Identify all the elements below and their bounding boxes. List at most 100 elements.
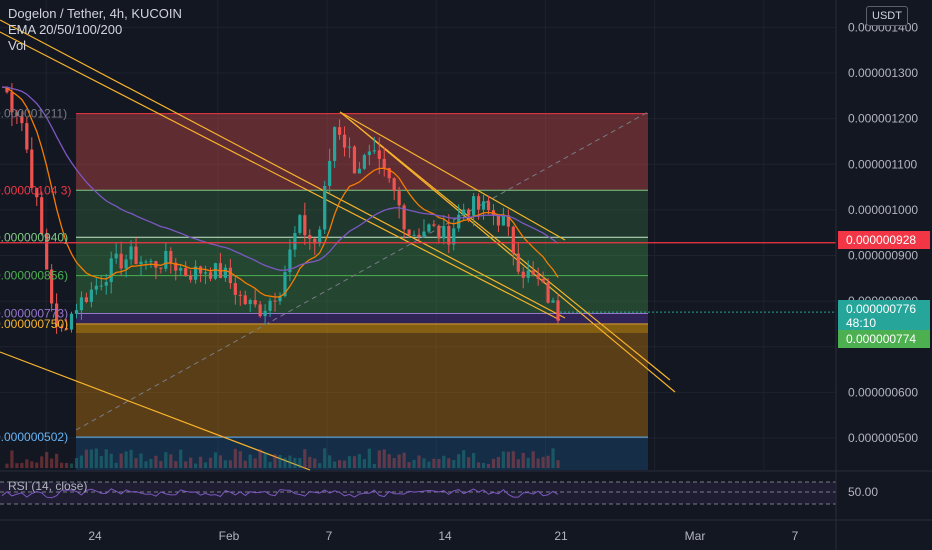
- chart-title: Dogelon / Tether, 4h, KUCOIN: [8, 6, 182, 21]
- price-tick-label: 0.000000600: [848, 385, 918, 399]
- candle-body: [179, 267, 183, 271]
- ema-line: [1, 86, 559, 271]
- time-tick-label: Mar: [685, 529, 706, 543]
- candle-body: [313, 238, 317, 244]
- candle-body: [74, 310, 79, 314]
- candle-body: [223, 267, 227, 278]
- volume-bar: [55, 453, 59, 468]
- volume-bar: [203, 462, 208, 468]
- candle-body: [397, 191, 401, 206]
- fib-retracement: [75, 111, 649, 470]
- candle-body: [486, 201, 491, 211]
- candle-body: [55, 303, 59, 327]
- volume-bar: [184, 461, 188, 468]
- candle-body: [546, 282, 550, 303]
- volume-bar: [476, 462, 481, 468]
- candle-body: [392, 178, 396, 192]
- volume-bar: [457, 454, 461, 468]
- candle-body: [551, 300, 555, 303]
- volume-bar: [159, 461, 163, 468]
- volume-bar: [392, 458, 396, 468]
- time-tick-label: 7: [326, 529, 333, 543]
- candle-body: [198, 266, 203, 274]
- time-tick-label: 14: [438, 529, 452, 543]
- candle-body: [35, 188, 39, 198]
- candle-body: [556, 300, 560, 321]
- volume-bar: [337, 460, 342, 468]
- fib-level-label: 0.000000940): [0, 230, 68, 244]
- volume-bar: [268, 461, 272, 468]
- volume-bar: [114, 462, 118, 468]
- volume-bar: [402, 452, 406, 468]
- volume-bar: [556, 460, 560, 468]
- candle-body: [328, 160, 332, 186]
- volume-bar: [124, 451, 128, 468]
- rsi-band: [0, 482, 836, 504]
- candle-body: [10, 92, 14, 113]
- volume-bar: [496, 456, 501, 468]
- countdown-tag: 48:10: [838, 314, 930, 332]
- volume-bar: [422, 458, 426, 468]
- candle-body: [442, 225, 446, 239]
- candle-body: [213, 263, 218, 279]
- candle-body: [109, 258, 113, 283]
- candle-body: [467, 209, 471, 216]
- volume-bar: [432, 458, 436, 468]
- volume-bar: [516, 459, 520, 468]
- candle-body: [472, 196, 476, 216]
- candle-body: [347, 146, 352, 148]
- line-price-tag: 0.000000928: [838, 231, 930, 249]
- volume-bar: [263, 452, 267, 468]
- currency-badge[interactable]: USDT: [866, 6, 908, 26]
- volume-bar: [144, 461, 148, 468]
- volume-bar: [59, 462, 64, 468]
- volume-bar: [352, 456, 357, 468]
- volume-label[interactable]: Vol: [8, 38, 27, 53]
- time-tick-label: 24: [88, 529, 102, 543]
- ema-line: [1, 86, 559, 298]
- candle-body: [174, 262, 178, 271]
- volume-bar: [298, 457, 302, 468]
- ema-indicator-label[interactable]: EMA 20/50/100/200: [8, 22, 123, 37]
- candle-body: [422, 231, 426, 237]
- candle-body: [258, 304, 262, 317]
- volume-bar: [45, 451, 49, 468]
- volume-bar: [412, 459, 416, 468]
- fib-zone: [76, 190, 648, 238]
- candle-body: [164, 250, 168, 269]
- candle-body: [323, 185, 327, 230]
- volume-bar: [536, 458, 540, 468]
- candle-body: [45, 234, 49, 270]
- rsi-line: [1, 488, 559, 499]
- candle-body: [253, 300, 257, 305]
- volume-bar: [333, 461, 337, 468]
- volume-bar: [372, 463, 376, 468]
- time-tick-label: 7: [792, 529, 799, 543]
- fib-zone: [76, 313, 648, 324]
- volume-bar: [169, 454, 173, 468]
- volume-bar: [452, 459, 456, 468]
- volume-bar: [149, 458, 153, 468]
- trend-line: [349, 119, 676, 393]
- candle-body: [427, 224, 431, 232]
- volume-bar: [139, 453, 143, 468]
- volume-bar: [253, 458, 257, 468]
- candle-body: [104, 282, 108, 286]
- volume-bar: [377, 450, 381, 468]
- candle-body: [238, 294, 242, 296]
- volume-bar: [50, 458, 54, 468]
- candle-body: [248, 300, 252, 305]
- candle-body: [303, 215, 307, 236]
- candle-body: [333, 127, 337, 161]
- price-tick-label: 0.000000900: [848, 249, 918, 263]
- volume-bar: [258, 449, 262, 468]
- trend-line: [0, 19, 566, 319]
- volume-bar: [228, 460, 232, 468]
- fib-zone: [76, 275, 648, 314]
- rsi-label: RSI (14, close): [8, 479, 87, 493]
- candle-body: [144, 261, 148, 263]
- candle-body: [372, 150, 376, 152]
- candle-body: [407, 229, 411, 235]
- candle-body: [124, 259, 128, 269]
